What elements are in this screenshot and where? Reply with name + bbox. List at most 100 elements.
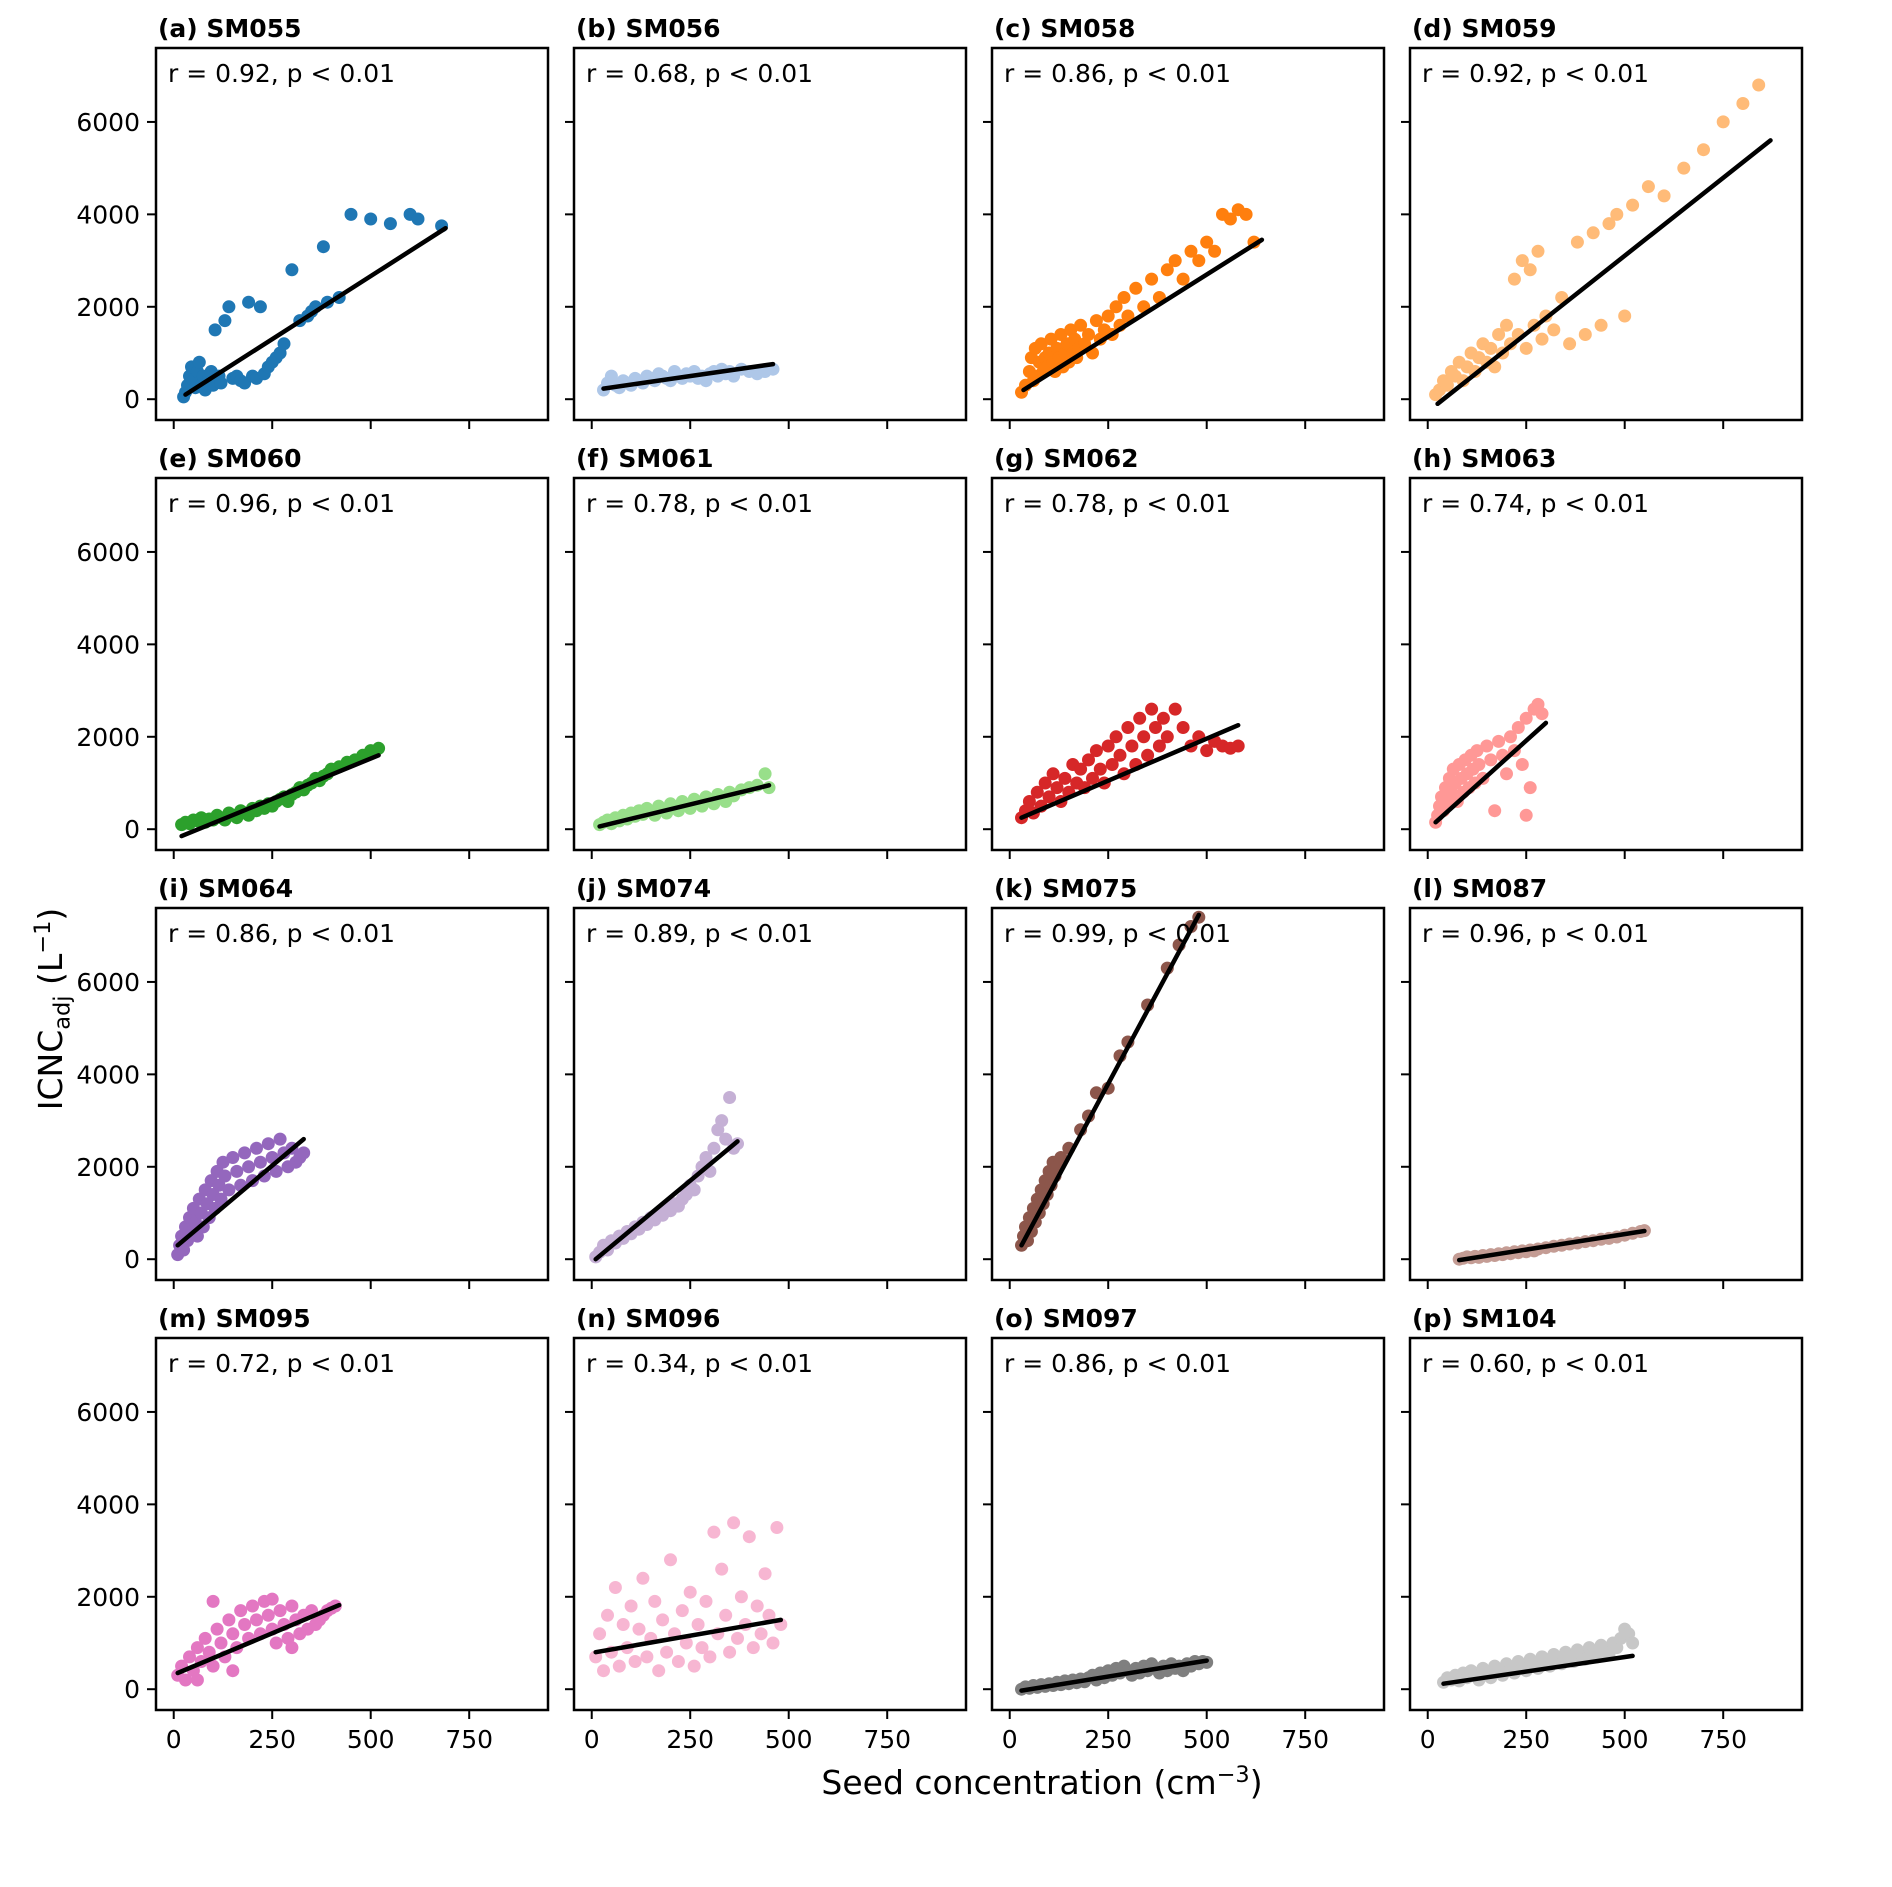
scatter-point — [1086, 771, 1099, 785]
scatter-point — [222, 300, 236, 314]
y-tick-label: 0 — [124, 815, 140, 844]
x-axis-label-sup: −3 — [1216, 1762, 1250, 1788]
axes-frame — [572, 476, 968, 852]
scatter-point — [1602, 217, 1616, 231]
scatter-point — [1531, 244, 1545, 258]
scatter-point — [1137, 730, 1151, 744]
scatter-point — [687, 1183, 701, 1197]
panel-cell-SM064: (i) SM064 r = 0.86, p < 0.01 0 2000 4000 6000 — [76, 874, 550, 1289]
scatter-point — [770, 1521, 784, 1534]
scatter-point — [1054, 328, 1068, 341]
scatter-point — [1022, 795, 1036, 808]
x-tick-label: 0 — [1002, 1725, 1018, 1754]
scatter-point — [1507, 272, 1521, 286]
scatter-point — [652, 1664, 666, 1678]
scatter-point — [715, 1562, 729, 1576]
y-tick-label: 2000 — [76, 1153, 140, 1182]
fit-line — [1019, 1658, 1209, 1693]
scatter-point — [612, 1659, 626, 1673]
y-tick-label: 0 — [124, 1675, 140, 1704]
scatter-point — [210, 1622, 224, 1636]
scatter-point — [277, 337, 291, 351]
scatter-point — [1752, 78, 1766, 92]
scatter-point — [1519, 808, 1533, 822]
axes-frame — [990, 476, 1386, 852]
scatter-point — [234, 1604, 248, 1618]
x-tick-label: 500 — [347, 1725, 395, 1754]
scatter-point — [411, 212, 425, 226]
y-tick-label: 2000 — [76, 293, 140, 322]
scatter-point — [1515, 254, 1529, 268]
scatter-point — [628, 1655, 642, 1668]
axes-frame — [990, 1336, 1386, 1712]
scatter-point — [1192, 254, 1206, 268]
panel-plot-SM075: r = 0.99, p < 0.01 — [983, 906, 1386, 1289]
scatter-point — [246, 1599, 259, 1613]
y-tick-label: 6000 — [76, 1398, 140, 1427]
panel-title: (h) SM063 — [1412, 444, 1557, 473]
x-tick-label: 500 — [1601, 1725, 1649, 1754]
scatter-point — [1082, 328, 1095, 341]
x-axis-label-text: Seed concentration (cm — [821, 1763, 1217, 1802]
x-tick-label: 0 — [1420, 1725, 1436, 1754]
x-tick-label: 0 — [166, 1725, 182, 1754]
panel-plot-SM062: r = 0.78, p < 0.01 — [983, 476, 1386, 859]
scatter-point — [734, 1590, 748, 1604]
panel-cell-SM074: (j) SM074 r = 0.89, p < 0.01 — [565, 874, 968, 1289]
scatter-point — [214, 1636, 228, 1650]
fit-line — [1019, 912, 1202, 1248]
scatter-point — [183, 1650, 196, 1664]
axes-frame — [572, 1336, 968, 1712]
scatter-point — [1586, 226, 1600, 240]
scatter-point — [250, 1141, 263, 1155]
scatter-point — [222, 1183, 236, 1197]
scatter-point — [226, 1664, 240, 1678]
panel-plot-SM059: r = 0.92, p < 0.01 — [1401, 46, 1804, 429]
scatter-point — [1492, 734, 1506, 748]
scatter-point — [616, 1618, 630, 1631]
scatter-point — [1089, 314, 1103, 328]
panel-cell-SM060: (e) SM060 r = 0.96, p < 0.01 0 2000 4000 6000 — [76, 444, 550, 859]
panel-cell-SM087: (l) SM087 r = 0.96, p < 0.01 — [1401, 874, 1804, 1289]
scatter-point — [1677, 161, 1691, 175]
correlation-annotation: r = 0.99, p < 0.01 — [1004, 919, 1231, 948]
fit-line — [593, 1617, 784, 1655]
scatter-point — [750, 1599, 764, 1613]
scatter-point — [707, 1141, 721, 1155]
scatter-point — [212, 1178, 226, 1192]
scatter-point — [1046, 767, 1060, 781]
scatter-point — [1093, 762, 1107, 776]
panel-plot-SM087: r = 0.96, p < 0.01 — [1401, 906, 1804, 1289]
scatter-point — [1578, 328, 1592, 341]
scatter-point — [1504, 730, 1517, 744]
scatter-point — [1511, 721, 1525, 734]
scatter-point — [261, 1137, 275, 1151]
scatter-point — [1239, 207, 1253, 221]
correlation-annotation: r = 0.89, p < 0.01 — [586, 919, 813, 948]
scatter-point — [754, 1627, 768, 1641]
scatter-point — [727, 1516, 741, 1530]
panel-grid: (a) SM055 r = 0.92, p < 0.01 0 2000 4000 6000… — [64, 14, 1882, 1754]
scatter-point — [1042, 790, 1056, 804]
y-axis-label-sup: −1 — [30, 920, 56, 954]
panel-plot-SM074: r = 0.89, p < 0.01 — [565, 906, 968, 1289]
scatter-point — [679, 1636, 693, 1650]
scatter-point — [1657, 189, 1671, 203]
scatter-point — [216, 1155, 230, 1169]
x-axis-label-close: ) — [1249, 1763, 1263, 1802]
x-tick-label: 750 — [1281, 1725, 1329, 1754]
panel-title: (o) SM097 — [994, 1304, 1138, 1333]
scatter-point — [238, 1146, 252, 1160]
axes-frame — [154, 906, 550, 1282]
y-tick-label: 0 — [124, 385, 140, 414]
scatter-point — [190, 1641, 204, 1655]
scatter-point — [1480, 739, 1494, 753]
scatter-point — [269, 1164, 283, 1178]
scatter-point — [1030, 785, 1044, 799]
axes-frame — [1408, 1336, 1804, 1712]
scatter-point — [273, 1132, 287, 1146]
scatter-point — [242, 1160, 256, 1174]
scatter-point — [1484, 341, 1498, 355]
fit-line — [175, 1136, 306, 1248]
scatter-point — [1168, 254, 1182, 268]
